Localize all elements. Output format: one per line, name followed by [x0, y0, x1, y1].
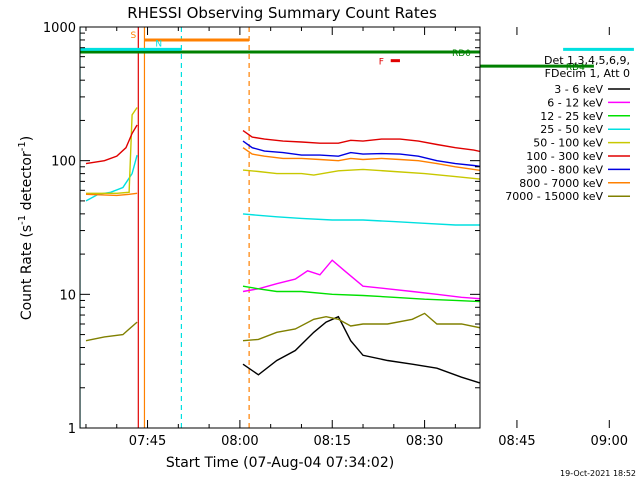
x-tick-label: 08:15: [314, 434, 351, 449]
legend-entry-label: 3 - 6 keV: [554, 83, 603, 96]
chart-title: RHESSI Observing Summary Count Rates: [127, 4, 437, 22]
series-6to12keV-kev: [242, 259, 480, 300]
series-line-4-0: [86, 107, 138, 195]
series-100to300keV-kev: [85, 124, 480, 165]
series-50to100keV-kev: [86, 107, 480, 195]
series-line-2-0: [242, 285, 480, 303]
status-label-rd4: RD4: [566, 63, 585, 73]
legend-entry-label: 100 - 300 keV: [526, 150, 603, 163]
y-tick-label: 100: [51, 155, 76, 170]
series-line-6-0: [242, 140, 480, 168]
series-line-8-0: [85, 321, 138, 342]
legend-entry-label: 300 - 800 keV: [526, 163, 603, 176]
x-tick-label: 08:30: [406, 434, 443, 449]
series-300to800keV-kev: [242, 140, 480, 168]
x-tick-label: 09:00: [591, 434, 628, 449]
series-800to7000keV-kev: [85, 147, 480, 197]
legend-header-line: Det 1,3,4,5,6,9,: [544, 54, 630, 67]
x-axis-label: Start Time (07-Aug-04 07:34:02): [166, 455, 394, 471]
series-line-4-1: [242, 168, 480, 180]
series-line-0-0: [242, 315, 480, 384]
y-tick-label: 1000: [43, 21, 76, 36]
attenuator-label-f: F: [379, 58, 384, 68]
y-tick-label: 10: [59, 288, 76, 303]
legend-entry-label: 6 - 12 keV: [547, 96, 603, 109]
x-tick-label: 08:45: [498, 434, 535, 449]
y-axis-label: Count Rate (s-1 detector-1): [17, 136, 35, 320]
series-line-1-0: [242, 259, 480, 300]
legend-entry-label: 800 - 7000 keV: [519, 177, 603, 190]
y-tick-label: 1: [68, 422, 76, 437]
legend-entry-label: 7000 - 15000 keV: [505, 190, 603, 203]
series-3to6keV-kev: [242, 315, 480, 384]
x-tick-label: 07:45: [129, 434, 166, 449]
series-25to50keV-kev: [85, 154, 480, 226]
x-tick-label: 08:00: [221, 434, 258, 449]
series-12to25keV-kev: [242, 285, 480, 303]
series-line-3-0: [85, 154, 138, 202]
legend-header-line: FDecim 1, Att 0: [545, 67, 630, 80]
footer-date: 19-Oct-2021 18:52: [560, 469, 636, 478]
legend-entry-label: 12 - 25 keV: [540, 110, 603, 123]
legend-entry-label: 25 - 50 keV: [540, 123, 603, 136]
series-line-7-0: [85, 192, 138, 197]
series-line-5-0: [85, 124, 138, 165]
attenuator-label-s: S: [130, 31, 136, 41]
series-line-5-1: [242, 130, 480, 153]
series-line-3-1: [242, 213, 480, 226]
series-7000to15000keV-kev: [85, 312, 480, 342]
series-line-8-1: [242, 312, 480, 342]
plot-frame: [79, 26, 481, 429]
legend-entry-label: 50 - 100 keV: [533, 137, 603, 150]
series-line-7-1: [242, 147, 480, 172]
status-label-rd0: RD0: [452, 49, 471, 59]
legend: Det 1,3,4,5,6,9,FDecim 1, Att 0 3 - 6 keV…: [505, 54, 630, 203]
attenuator-label-n: N: [155, 39, 162, 49]
